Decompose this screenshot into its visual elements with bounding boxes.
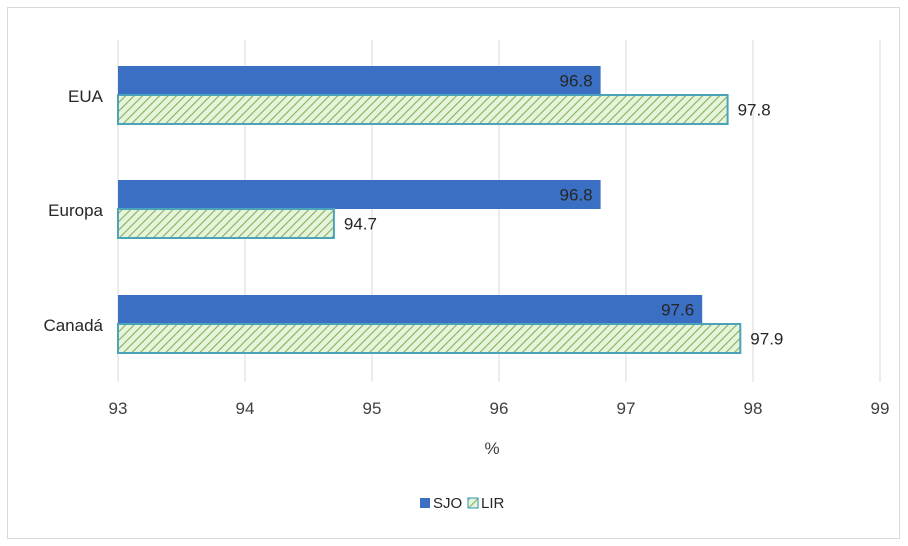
x-tick-label: 93	[109, 399, 128, 418]
legend-label: SJO	[433, 495, 462, 512]
data-label: 94.7	[344, 215, 377, 234]
category-label: Canadá	[43, 316, 103, 335]
bar-lir	[117, 208, 335, 239]
x-tick-label: 94	[236, 399, 255, 418]
bar-sjo	[118, 295, 703, 324]
category-label: EUA	[68, 87, 104, 106]
bar-sjo	[118, 66, 601, 95]
data-label: 97.8	[738, 101, 771, 120]
legend-swatch-sjo	[420, 498, 430, 508]
data-label: 96.8	[560, 72, 593, 91]
category-label: Europa	[48, 201, 103, 220]
x-axis-title: %	[484, 439, 499, 458]
x-tick-label: 95	[363, 399, 382, 418]
x-tick-label: 99	[871, 399, 890, 418]
data-label: 96.8	[560, 186, 593, 205]
x-tick-label: 96	[490, 399, 509, 418]
bar-sjo	[118, 180, 601, 209]
bar-lir	[117, 94, 729, 125]
legend-swatch-lir	[467, 497, 479, 509]
legend-label: LIR	[481, 495, 505, 512]
bar-lir	[117, 323, 742, 354]
data-label: 97.9	[750, 330, 783, 349]
data-label: 97.6	[661, 301, 694, 320]
x-tick-label: 97	[617, 399, 636, 418]
x-tick-label: 98	[744, 399, 763, 418]
